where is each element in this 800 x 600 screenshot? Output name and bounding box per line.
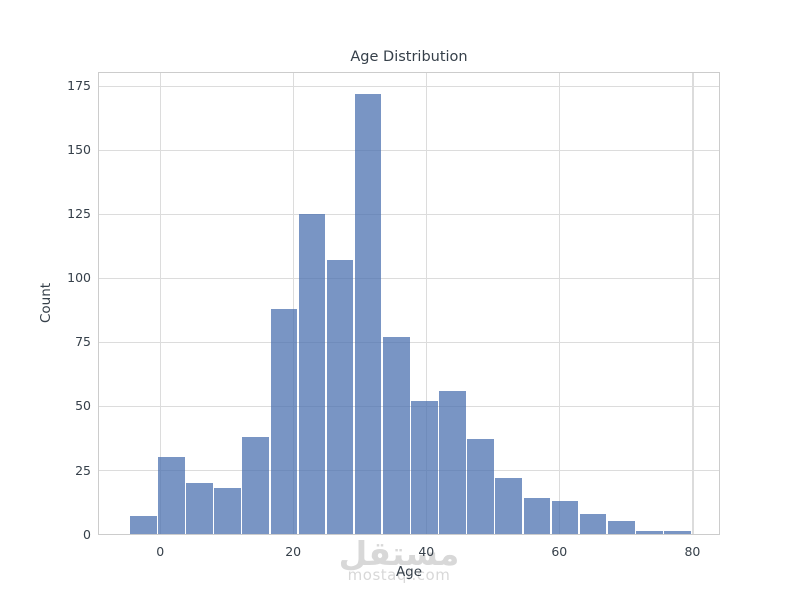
y-tick-label: 0 bbox=[83, 526, 91, 542]
y-gridline bbox=[99, 213, 719, 216]
histogram-bar bbox=[158, 457, 185, 534]
y-tick-label: 175 bbox=[67, 78, 91, 94]
histogram-bar bbox=[354, 93, 382, 534]
y-tick-label: 100 bbox=[67, 270, 91, 286]
chart-title: Age Distribution bbox=[350, 49, 468, 65]
y-tick-label: 75 bbox=[75, 334, 91, 350]
x-tick-label: 0 bbox=[156, 544, 165, 559]
y-gridline bbox=[99, 149, 719, 151]
x-gridline bbox=[160, 73, 162, 534]
histogram-bar bbox=[411, 400, 438, 534]
histogram-bar bbox=[636, 531, 663, 534]
plot-area bbox=[98, 72, 720, 535]
x-gridline bbox=[426, 73, 428, 534]
histogram-bar bbox=[326, 260, 354, 534]
y-tick-label: 25 bbox=[75, 462, 91, 478]
histogram-bar bbox=[129, 516, 157, 534]
histogram-bar bbox=[664, 531, 691, 534]
y-axis-label: Count bbox=[38, 282, 54, 324]
histogram-bar bbox=[579, 513, 607, 534]
histogram-bar bbox=[495, 477, 523, 534]
x-axis-label: Age bbox=[395, 564, 423, 580]
y-gridline bbox=[99, 85, 719, 87]
x-gridline bbox=[692, 73, 694, 534]
watermark-domain-text: mostaql.com bbox=[347, 566, 451, 584]
x-tick-label: 20 bbox=[285, 544, 302, 559]
y-tick-label: 50 bbox=[75, 398, 91, 414]
x-gridline bbox=[293, 73, 295, 534]
histogram-bar bbox=[467, 439, 494, 534]
x-gridline bbox=[559, 73, 561, 534]
histogram-bar bbox=[551, 500, 579, 534]
watermark: مستقل mostaql.com bbox=[339, 537, 460, 584]
histogram-bar bbox=[523, 498, 551, 534]
watermark-logo-text: مستقل bbox=[338, 534, 460, 573]
x-tick-label: 60 bbox=[551, 544, 568, 559]
histogram-bar bbox=[214, 487, 241, 534]
y-tick-label: 125 bbox=[67, 206, 91, 222]
histogram-bar bbox=[298, 213, 326, 534]
y-gridline bbox=[99, 277, 719, 280]
y-tick-label: 150 bbox=[67, 142, 91, 158]
x-tick-label: 80 bbox=[684, 544, 701, 559]
histogram-bar bbox=[607, 521, 635, 534]
histogram-bar bbox=[242, 436, 270, 534]
histogram-bar bbox=[186, 482, 213, 534]
histogram-bar bbox=[383, 336, 410, 534]
histogram-bar bbox=[439, 390, 466, 534]
x-tick-label: 40 bbox=[418, 544, 435, 559]
histogram-bar bbox=[270, 308, 298, 534]
